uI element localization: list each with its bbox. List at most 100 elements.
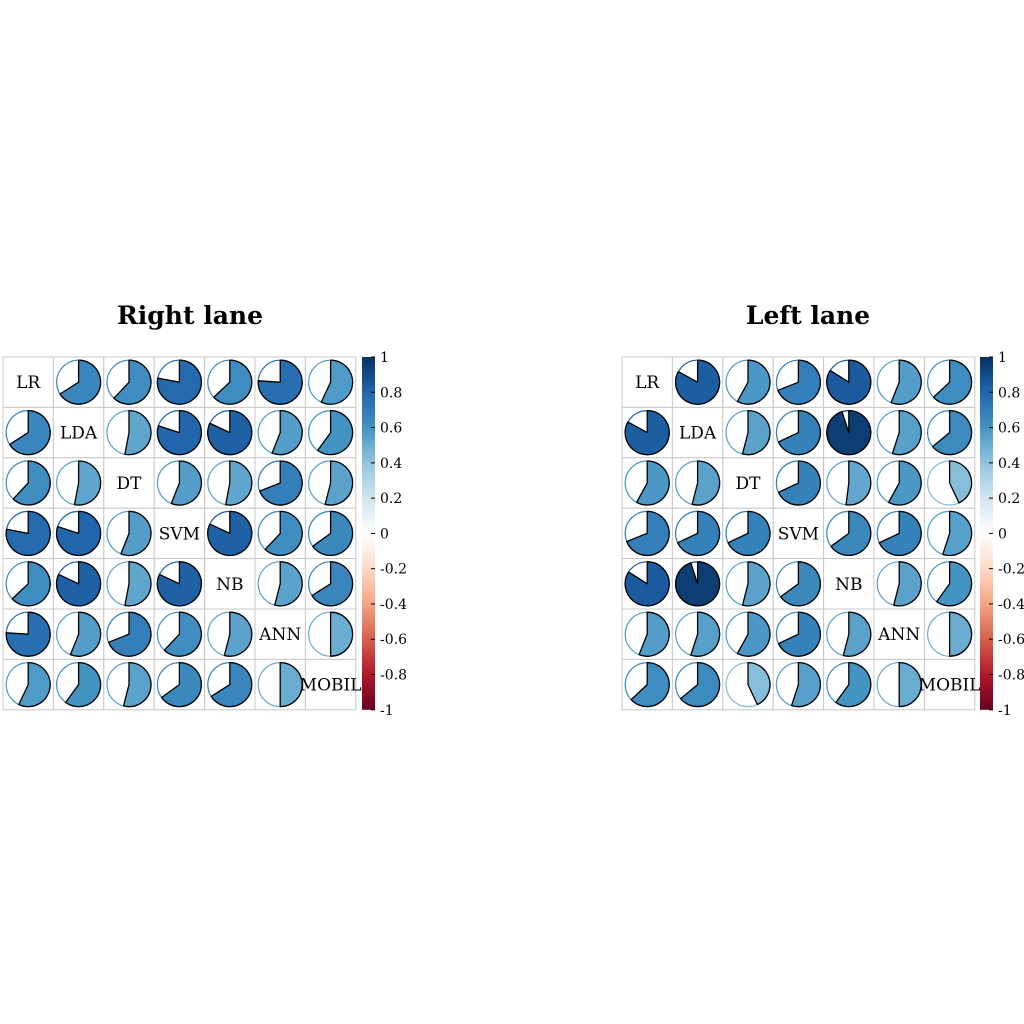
colorbar-tick-label: 0.6	[380, 421, 402, 437]
variable-label: LR	[16, 373, 41, 393]
pie-mark	[106, 510, 152, 557]
variable-label: MOBIL	[300, 676, 362, 696]
pie-mark	[207, 359, 253, 405]
pie-mark	[826, 409, 872, 456]
pie-mark	[775, 409, 822, 456]
correlogram-left-lane: Left lane LR LDA DT SVM NB ANN MOBIL 1 0.8 0.6 0.4 0…	[621, 301, 1024, 719]
pie-mark	[926, 359, 973, 405]
pie-mark	[876, 460, 922, 506]
pie-mark	[876, 510, 922, 557]
pie-mark	[55, 561, 102, 607]
pie-mark	[876, 561, 922, 607]
pie-mark	[624, 409, 670, 456]
pie-mark	[876, 661, 922, 708]
pie-mark	[674, 611, 721, 657]
grid-cell	[304, 658, 357, 711]
pie-mark	[207, 510, 253, 557]
pie-mark	[106, 359, 152, 405]
pie-mark	[156, 460, 203, 506]
pie-mark	[775, 359, 822, 405]
pie-mark	[826, 661, 872, 708]
pie-mark	[674, 661, 721, 708]
pie-mark	[55, 611, 102, 657]
pie-mark	[55, 510, 102, 557]
pie-mark	[308, 561, 354, 607]
chart-title: Right lane	[117, 301, 263, 330]
pie-mark	[308, 460, 354, 506]
colorbar-tick-label: -0.8	[380, 668, 407, 684]
pie-mark	[725, 561, 771, 607]
grid-cell	[923, 658, 976, 711]
pie-mark	[5, 561, 51, 607]
pie-mark	[156, 409, 203, 456]
pie-mark	[106, 561, 152, 607]
colorbar-tick-label: -0.6	[380, 632, 407, 648]
grid-cell	[722, 457, 774, 509]
variable-label: MOBIL	[919, 676, 981, 696]
colorbar-tick-label: 1	[998, 350, 1007, 366]
pie-mark	[926, 561, 973, 607]
variable-label: SVM	[778, 524, 819, 544]
colorbar-tick-label: -0.4	[380, 597, 407, 613]
pie-mark	[257, 460, 303, 506]
pie-mark	[106, 661, 152, 708]
pie-mark	[308, 409, 354, 456]
colorbar-tick-label: 0.8	[998, 385, 1020, 401]
variable-label: NB	[835, 575, 862, 595]
colorbar-tick-label: 0.4	[998, 456, 1020, 472]
pie-mark	[624, 611, 670, 657]
pie-mark	[207, 611, 253, 657]
pie-mark	[725, 359, 771, 405]
colorbar-tick-label: -0.2	[380, 562, 407, 578]
pie-mark	[55, 661, 102, 708]
variable-label: SVM	[159, 524, 200, 544]
pie-mark	[156, 661, 203, 708]
pie-mark	[55, 460, 102, 506]
pie-mark	[775, 561, 822, 607]
pie-mark	[826, 359, 872, 405]
pie-mark	[257, 561, 303, 607]
pie-mark	[207, 661, 253, 708]
pie-mark	[207, 460, 253, 506]
pie-mark	[257, 359, 303, 405]
colorbar-tick-label: 0	[380, 526, 389, 542]
pie-mark	[624, 510, 670, 557]
colorbar-tick-label: 0.8	[380, 385, 402, 401]
pie-mark	[674, 460, 721, 506]
pie-mark	[257, 661, 303, 708]
pie-mark	[926, 510, 973, 557]
pie-mark	[106, 409, 152, 456]
pie-mark	[308, 611, 354, 657]
variable-label: ANN	[258, 625, 301, 645]
pie-mark	[5, 510, 51, 557]
pie-mark	[725, 611, 771, 657]
colorbar-tick-label: -0.2	[998, 562, 1024, 578]
colorbar-tick-label: 0.4	[380, 456, 402, 472]
pie-mark	[156, 359, 203, 405]
variable-label: ANN	[877, 625, 920, 645]
pie-mark	[308, 510, 354, 557]
colorbar-tick-label: 0.6	[998, 421, 1020, 437]
pie-mark	[876, 409, 922, 456]
pie-mark	[674, 561, 721, 607]
grid-cell	[621, 356, 673, 408]
grid-cell	[103, 457, 155, 509]
pie-mark	[725, 661, 771, 708]
colorbar-tick-label: 0.2	[998, 491, 1020, 507]
colorbar-tick-label: -0.6	[998, 632, 1024, 648]
correlogram-right-lane: Right lane LR LDA DT SVM NB ANN MOBIL 1 0.8 0.6 0.4…	[2, 301, 407, 719]
pie-mark	[826, 460, 872, 506]
pie-mark	[5, 460, 51, 506]
pie-mark	[257, 409, 303, 456]
pie-mark	[926, 460, 973, 506]
pie-mark	[156, 561, 203, 607]
pie-mark	[5, 409, 51, 456]
variable-label: DT	[736, 474, 762, 494]
pie-mark	[207, 409, 253, 456]
variable-label: NB	[216, 575, 243, 595]
colorbar-tick-label: -0.8	[998, 668, 1024, 684]
colorbar-tick-label: 0	[998, 526, 1007, 542]
pie-mark	[775, 661, 822, 708]
colorbar-tick-label: -1	[380, 703, 394, 719]
pie-mark	[926, 611, 973, 657]
